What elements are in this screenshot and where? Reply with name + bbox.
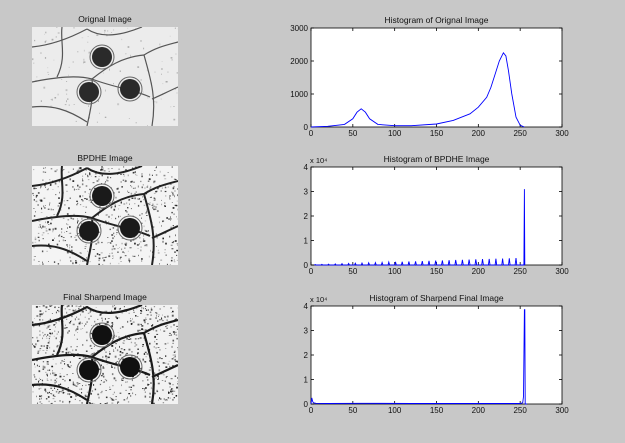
y-tick-label: 4 — [304, 163, 309, 172]
x-tick-label: 100 — [388, 129, 402, 138]
histogram-series-line — [314, 189, 526, 266]
x-tick-label: 200 — [472, 267, 486, 276]
x-tick-label: 100 — [388, 267, 402, 276]
sharpend-cell-image — [32, 305, 178, 404]
x-tick-label: 0 — [309, 129, 314, 138]
histogram-series-line — [310, 309, 527, 405]
plot-area — [310, 27, 563, 128]
x-tick-label: 100 — [388, 406, 402, 415]
y-tick-label: 1000 — [290, 90, 308, 99]
x-tick-label: 250 — [513, 406, 527, 415]
chart-title: Histogram of Orignal Image — [385, 15, 489, 25]
image-title-sharpend: Final Sharpend Image — [63, 292, 147, 302]
x-tick-label: 0 — [309, 267, 314, 276]
x-tick-label: 150 — [430, 406, 444, 415]
x-tick-label: 150 — [430, 129, 444, 138]
x-tick-label: 300 — [555, 129, 569, 138]
y-tick-label: 2 — [304, 212, 309, 221]
y-tick-label: 4 — [304, 302, 309, 311]
y-tick-label: 3 — [304, 327, 309, 336]
x-tick-label: 150 — [430, 267, 444, 276]
plot-area — [310, 305, 563, 405]
x-tick-label: 0 — [309, 406, 314, 415]
image-title-bpdhe: BPDHE Image — [77, 153, 133, 163]
y-tick-label: 2000 — [290, 57, 308, 66]
image-title-original: Orignal Image — [78, 14, 132, 24]
y-tick-label: 0 — [304, 123, 309, 132]
x-tick-label: 250 — [513, 129, 527, 138]
x-tick-label: 300 — [555, 267, 569, 276]
x-tick-label: 50 — [348, 267, 357, 276]
y-exponent-label: x 10⁴ — [310, 295, 327, 304]
bpdhe-cell-image — [32, 166, 178, 265]
chart-title: Histogram of Sharpend Final Image — [369, 293, 503, 303]
y-tick-label: 0 — [304, 400, 309, 409]
x-tick-label: 250 — [513, 267, 527, 276]
y-tick-label: 1 — [304, 376, 309, 385]
x-tick-label: 200 — [472, 129, 486, 138]
x-tick-label: 300 — [555, 406, 569, 415]
y-tick-label: 1 — [304, 237, 309, 246]
y-tick-label: 3000 — [290, 24, 308, 33]
original-cell-image — [32, 27, 178, 126]
y-exponent-label: x 10⁴ — [310, 156, 327, 165]
x-tick-label: 50 — [348, 406, 357, 415]
x-tick-label: 200 — [472, 406, 486, 415]
y-tick-label: 0 — [304, 261, 309, 270]
histogram-series-line — [310, 51, 525, 128]
chart-title: Histogram of BPDHE Image — [384, 154, 490, 164]
x-tick-label: 50 — [348, 129, 357, 138]
y-tick-label: 3 — [304, 188, 309, 197]
y-tick-label: 2 — [304, 351, 309, 360]
